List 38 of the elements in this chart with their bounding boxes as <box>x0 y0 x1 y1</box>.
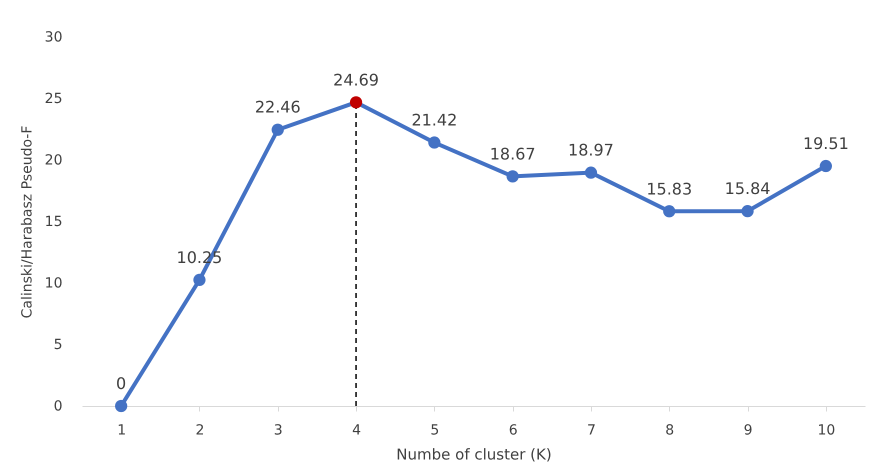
data-label: 15.83 <box>646 179 692 198</box>
x-tick-label: 7 <box>586 422 596 438</box>
data-label: 21.42 <box>411 110 458 130</box>
data-label: 22.46 <box>254 98 301 117</box>
y-tick-label: 15 <box>44 214 62 230</box>
x-tick-label: 1 <box>117 422 126 438</box>
point <box>428 136 440 149</box>
data-label: 18.67 <box>490 144 536 164</box>
x-tick-label: 8 <box>665 422 674 438</box>
point <box>272 124 284 136</box>
x-tick-label: 2 <box>195 422 204 438</box>
y-tick-label: 10 <box>44 276 62 292</box>
x-tick-label: 5 <box>430 422 440 438</box>
point <box>115 400 128 412</box>
data-label: 0 <box>116 374 126 393</box>
x-tick-label: 10 <box>817 422 836 438</box>
x-axis-title: Numbe of cluster (K) <box>396 446 552 464</box>
x-tick-label: 9 <box>744 422 753 438</box>
y-tick-label: 5 <box>54 337 62 353</box>
y-tick-label: 0 <box>54 398 62 414</box>
point <box>193 274 206 286</box>
point <box>584 166 598 179</box>
y-tick-label: 20 <box>44 152 62 168</box>
x-tick-label: 3 <box>274 422 283 438</box>
y-tick-label: 30 <box>44 30 62 46</box>
point <box>350 96 362 108</box>
y-tick-label: 25 <box>44 91 62 107</box>
data-label: 19.51 <box>802 134 849 154</box>
data-label: 15.84 <box>724 179 770 198</box>
x-tick-label: 4 <box>352 422 362 438</box>
y-axis-title: Calinski/Harabasz Pseudo-F <box>20 126 36 318</box>
point <box>820 160 832 172</box>
data-label: 24.69 <box>333 70 379 90</box>
data-label: 18.97 <box>568 140 614 160</box>
point <box>741 205 754 218</box>
point <box>663 205 676 218</box>
x-tick-label: 6 <box>508 422 518 438</box>
point <box>506 170 519 182</box>
